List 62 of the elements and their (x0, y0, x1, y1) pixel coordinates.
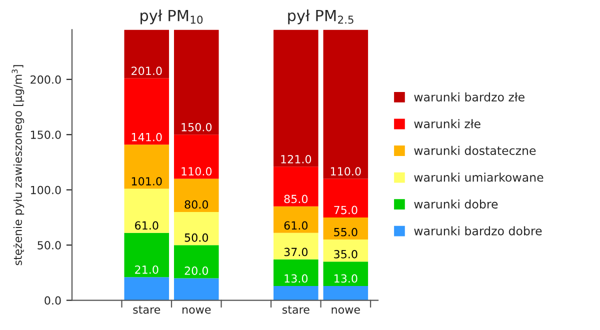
bar (174, 278, 219, 300)
legend-label: warunki dostateczne (414, 146, 536, 156)
annotation: 121.0 (281, 154, 312, 164)
bar (124, 277, 170, 300)
annotation: 20.0 (184, 266, 208, 275)
bar (124, 78, 170, 145)
bar (124, 188, 170, 233)
bar (274, 259, 318, 286)
legend-label: warunki dobre (414, 199, 498, 209)
bar (323, 262, 368, 286)
y-axis-title: stężenie pyłu zawieszonego [μg/m$^{3}$] (12, 65, 24, 266)
annotation: 61.0 (135, 221, 158, 230)
annotation: 80.0 (184, 200, 208, 209)
annotation: 21.0 (135, 265, 158, 274)
annotation: 141.0 (132, 132, 162, 142)
annotation: 85.0 (284, 194, 308, 204)
y-tick-label: 50.0 (38, 241, 61, 250)
annotation: 13.0 (284, 274, 308, 283)
text: pył PM$_{2.5}$ (288, 9, 354, 24)
annotation: 150.0 (182, 122, 212, 132)
bar (124, 232, 170, 278)
bar (124, 30, 170, 78)
legend-label: warunki bardzo złe (414, 92, 524, 102)
annotation: 101.0 (132, 177, 162, 186)
legend-label: warunki bardzo dobre (414, 226, 542, 236)
bar (174, 212, 219, 246)
bar (274, 206, 318, 233)
x-tick-label: stare (282, 306, 310, 314)
annotation: 50.0 (184, 233, 208, 242)
bar (174, 134, 219, 179)
bar (274, 166, 318, 206)
bar (274, 286, 318, 300)
bar (274, 232, 318, 260)
x-tick-label: nowe (332, 307, 360, 314)
y-tick-label: 100.0 (30, 186, 61, 194)
bar (323, 240, 368, 262)
bar (323, 30, 368, 179)
bar (174, 245, 219, 278)
bar (323, 178, 368, 218)
bar (323, 286, 368, 300)
annotation: 110.0 (182, 167, 212, 176)
bar (274, 30, 318, 167)
annotation: 201.0 (132, 66, 162, 76)
legend-label: warunki umiarkowane (414, 172, 544, 182)
bar (323, 217, 368, 240)
annotation: 35.0 (334, 250, 358, 258)
annotation: 75.0 (334, 206, 358, 214)
annotation: 13.0 (334, 274, 358, 283)
y-tick-label: 0.0 (44, 296, 61, 305)
bar (124, 144, 170, 189)
annotation: 110.0 (330, 167, 361, 176)
x-tick-label: nowe (182, 307, 211, 314)
y-tick-label: 200.0 (30, 75, 61, 84)
annotation: 61.0 (284, 221, 308, 230)
y-tick-label: 150.0 (30, 130, 61, 140)
annotation: 37.0 (284, 248, 308, 256)
bar (174, 30, 219, 135)
x-tick-label: stare (133, 306, 160, 314)
legend-label: warunki złe (414, 119, 480, 128)
annotation: 55.0 (334, 228, 358, 236)
bar (174, 178, 219, 212)
text: pył PM$_{10}$ (140, 9, 203, 24)
